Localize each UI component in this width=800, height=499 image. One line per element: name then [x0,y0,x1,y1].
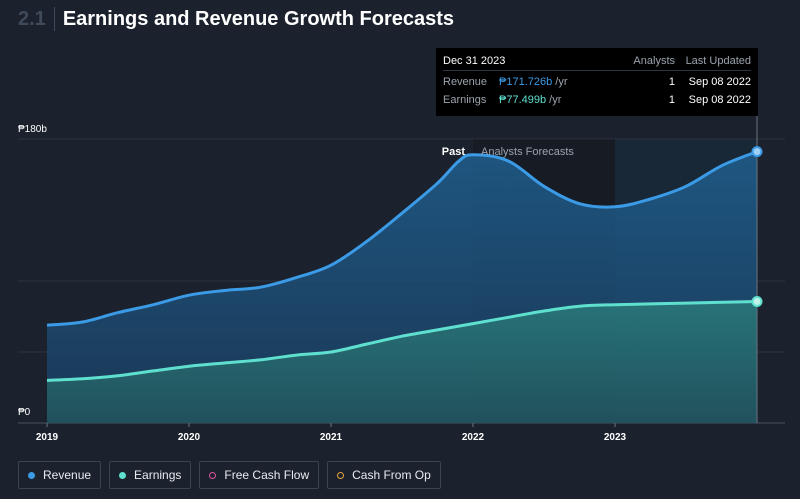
y-tick-label-zero: ₱0 [18,407,31,418]
tooltip-col-updated: Last Updated [685,55,751,67]
tooltip-unit: /yr [549,94,562,106]
hover-tooltip: Dec 31 2023 Analysts Last Updated Revenu… [436,48,758,116]
chart-title: Earnings and Revenue Growth Forecasts [62,7,455,30]
legend-label: Earnings [134,468,182,482]
earnings-area [47,301,757,423]
x-tick-label: 2020 [178,432,201,443]
legend-dot-icon [28,471,35,479]
tooltip-analysts: 1 [668,94,675,106]
earnings-endpoint [751,296,763,308]
legend-revenue-button[interactable]: Revenue [18,461,102,489]
tooltip-label: Earnings [443,94,487,106]
forecast-label: Analysts Forecasts [481,146,574,158]
tooltip-updated: Sep 08 2022 [688,76,751,88]
legend-earnings-button[interactable]: Earnings [109,461,192,489]
tooltip-label: Revenue [443,76,488,88]
legend-free-cash-flow-button[interactable]: Free Cash Flow [199,461,320,489]
earnings-line [46,300,758,382]
tooltip-row-revenue: Revenue ₱171.726b /yr 1 Sep 08 2022 [443,73,751,91]
x-axis: 2019 2020 2021 2022 2023 [36,423,627,443]
legend: Revenue Earnings Free Cash Flow Cash Fro… [18,461,441,489]
x-tick-label: 2021 [320,432,343,443]
tooltip-value: ₱77.499b [499,94,547,106]
tooltip-analysts: 1 [668,76,675,88]
past-label: Past [442,146,466,158]
tooltip-value: ₱171.726b [499,76,553,88]
title-row: 2.1 Earnings and Revenue Growth Forecast… [18,6,454,32]
legend-ring-icon [337,471,345,479]
tooltip-date: Dec 31 2023 [443,55,506,67]
legend-ring-icon [209,471,217,479]
legend-label: Free Cash Flow [224,468,310,482]
legend-cash-from-op-button[interactable]: Cash From Op [327,461,441,489]
x-tick-label: 2023 [604,432,627,443]
legend-label: Revenue [43,468,92,482]
revenue-endpoint [751,146,763,158]
tooltip-header: Dec 31 2023 Analysts Last Updated [443,52,751,71]
revenue-line [46,150,758,327]
y-tick-label-top: ₱180b [18,124,47,135]
tooltip-row-earnings: Earnings ₱77.499b /yr 1 Sep 08 2022 [443,91,751,109]
section-number: 2.1 [18,7,55,31]
x-tick-label: 2019 [36,432,59,443]
legend-label: Cash From Op [352,468,431,482]
tooltip-unit: /yr [555,76,568,88]
tooltip-col-analysts: Analysts [633,55,675,67]
growth-chart[interactable]: Past Analysts Forecasts ₱180b ₱0 2019 202… [0,0,800,460]
tooltip-updated: Sep 08 2022 [688,94,751,106]
legend-dot-icon [119,471,127,479]
x-tick-label: 2022 [462,432,485,443]
